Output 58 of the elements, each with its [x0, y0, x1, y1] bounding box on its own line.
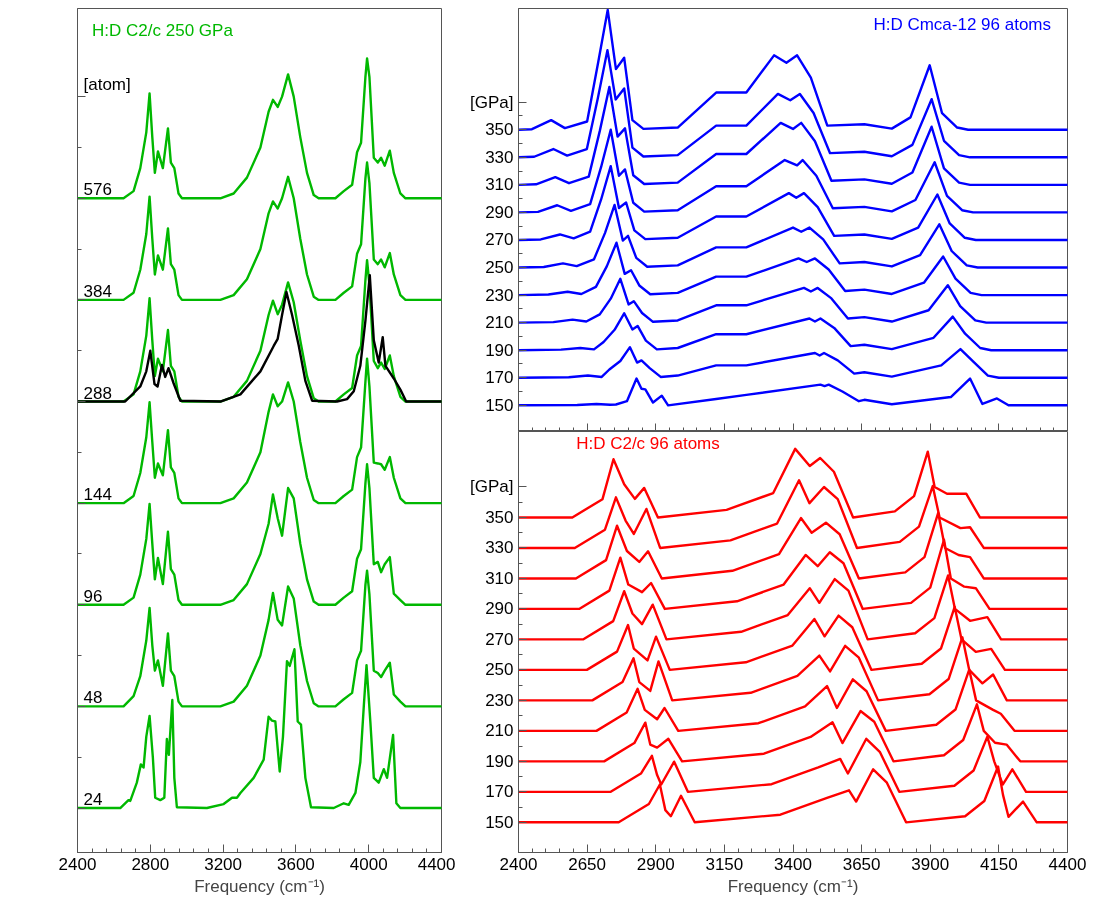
series-label: 288 — [83, 383, 112, 403]
series-label: 384 — [83, 281, 112, 301]
y-tick-label: 170 — [485, 368, 514, 388]
x-axis-title: Frequency (cm⁻¹) — [194, 876, 325, 896]
y-tick-label: 310 — [485, 568, 514, 588]
x-tick-label: 4150 — [979, 854, 1018, 874]
y-tick-label: 190 — [485, 751, 514, 771]
series-label: 96 — [83, 586, 103, 606]
y-tick-label: 210 — [485, 721, 514, 741]
y-tick-label: 170 — [485, 782, 514, 802]
x-tick-label: 2900 — [636, 854, 675, 874]
y-tick-label: 290 — [485, 599, 514, 619]
y-tick-label: 290 — [485, 202, 514, 222]
line-series — [518, 277, 1068, 324]
y-tick-label: 250 — [485, 660, 514, 680]
x-tick-label: 3600 — [276, 854, 315, 874]
y-tick-label: 250 — [485, 258, 514, 278]
x-tick-label: 4400 — [417, 854, 456, 874]
x-tick-label: 2400 — [58, 854, 97, 874]
y-tick-label: 230 — [485, 690, 514, 710]
series-label: 24 — [83, 790, 103, 810]
y-axis-title: [GPa] — [470, 477, 514, 497]
chart-title: H:D Cmca-12 96 atoms — [873, 14, 1052, 34]
x-tick-label: 3200 — [204, 854, 243, 874]
y-axis-title: [GPa] — [470, 92, 514, 112]
x-tick-label: 4000 — [349, 854, 388, 874]
y-tick-label: 330 — [485, 147, 514, 167]
x-tick-label: 3400 — [774, 854, 812, 874]
y-tick-label: 190 — [485, 340, 514, 360]
y-tick-label: 270 — [485, 629, 514, 649]
line-series — [518, 377, 1068, 407]
x-tick-label: 3900 — [911, 854, 950, 874]
y-tick-label: 270 — [485, 230, 514, 250]
x-tick-label: 3150 — [705, 854, 744, 874]
x-tick-label: 2400 — [499, 854, 538, 874]
x-tick-label: 2800 — [131, 854, 170, 874]
y-tick-label: 150 — [485, 812, 514, 832]
line-series — [518, 312, 1068, 352]
x-tick-label: 2650 — [568, 854, 607, 874]
y-tick-label: 210 — [485, 313, 514, 333]
line-series — [518, 345, 1068, 379]
y-axis-title: [atom] — [83, 74, 131, 94]
y-tick-label: 330 — [485, 538, 514, 558]
y-tick-label: 150 — [485, 395, 514, 415]
x-tick-label: 3650 — [842, 854, 881, 874]
series-label: 576 — [83, 180, 112, 200]
line-series — [518, 241, 1068, 297]
y-tick-label: 230 — [485, 285, 514, 305]
y-tick-label: 350 — [485, 507, 514, 527]
y-tick-label: 350 — [485, 120, 514, 140]
x-axis-title: Frequency (cm⁻¹) — [727, 876, 859, 896]
x-tick-label: 4400 — [1048, 854, 1087, 874]
series-label: 48 — [83, 688, 103, 708]
chart-title: H:D C2/c 250 GPa — [92, 21, 234, 41]
line-series — [518, 128, 1068, 214]
y-tick-label: 310 — [485, 175, 514, 195]
chart-title: H:D C2/c 96 atoms — [576, 433, 720, 453]
series-label: 144 — [83, 485, 112, 505]
